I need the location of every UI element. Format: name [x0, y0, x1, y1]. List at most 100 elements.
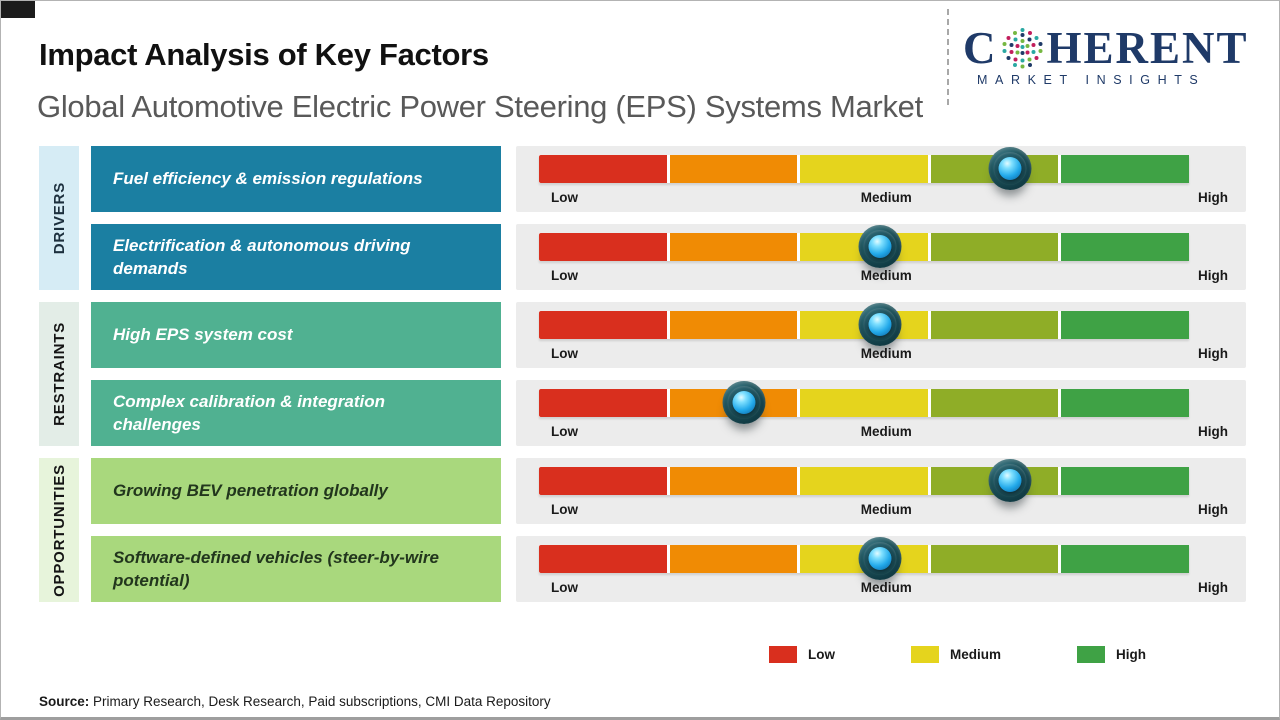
factor-label: Fuel efficiency & emission regulations — [113, 169, 423, 189]
scale-segment-green — [1061, 155, 1189, 183]
impact-marker[interactable] — [858, 225, 902, 268]
impact-scale-bar — [539, 381, 1189, 424]
dashed-divider — [947, 9, 949, 105]
impact-marker[interactable] — [722, 381, 766, 424]
impact-slider: Low Medium High — [516, 380, 1246, 446]
impact-scale-bar — [539, 537, 1189, 580]
scale-label-low: Low — [551, 580, 578, 595]
group-opportunities: OPPORTUNITIES Growing BEV penetration gl… — [39, 458, 1246, 602]
impact-scale-bar — [539, 303, 1189, 346]
group-label-drivers: DRIVERS — [50, 181, 68, 255]
scale-label-low: Low — [551, 346, 578, 361]
group-label-opportunities: OPPORTUNITIES — [50, 463, 68, 597]
scale-segment-green — [1061, 233, 1189, 261]
impact-slider: Low Medium High — [516, 302, 1246, 368]
impact-slider: Low Medium High — [516, 458, 1246, 524]
scale-label-high: High — [1198, 580, 1228, 595]
brand-logo: C HERENT MARKET INSIGHTS — [963, 25, 1263, 88]
factor-box: Complex calibration & integration challe… — [91, 380, 501, 446]
impact-slider: Low Medium High — [516, 224, 1246, 290]
scale-label-medium: Medium — [860, 268, 912, 283]
legend-swatch-low — [769, 646, 797, 663]
scale-labels: Low Medium High — [539, 580, 1228, 598]
legend: Low Medium High — [769, 646, 1146, 663]
scale-segment-green — [1061, 467, 1189, 495]
scale-segment-red — [539, 233, 667, 261]
scale-segment-orange — [669, 545, 798, 573]
scale-label-medium: Medium — [860, 424, 912, 439]
brand-letters-rest: HERENT — [1046, 23, 1249, 73]
impact-marker[interactable] — [988, 147, 1032, 190]
factor-box: Fuel efficiency & emission regulations — [91, 146, 501, 212]
scale-label-high: High — [1198, 502, 1228, 517]
factor-row: Electrification & autonomous driving dem… — [91, 224, 1246, 290]
scale-labels: Low Medium High — [539, 346, 1228, 364]
group-restraints: RESTRAINTS High EPS system cost — [39, 302, 1246, 446]
legend-swatch-high — [1077, 646, 1106, 663]
factor-box: Electrification & autonomous driving dem… — [91, 224, 501, 290]
corner-artifact — [1, 1, 35, 18]
legend-item-medium: Medium — [911, 646, 1001, 663]
impact-scale-bar — [539, 459, 1189, 502]
group-strip-opportunities: OPPORTUNITIES — [39, 458, 79, 602]
impact-marker[interactable] — [988, 459, 1032, 502]
scale-label-low: Low — [551, 502, 578, 517]
page-title: Impact Analysis of Key Factors — [39, 37, 489, 72]
factor-label: Growing BEV penetration globally — [113, 481, 388, 501]
scale-label-high: High — [1198, 268, 1228, 283]
impact-scale-bar — [539, 147, 1189, 190]
legend-label-low: Low — [808, 647, 835, 662]
source-label: Source: — [39, 694, 90, 709]
impact-marker[interactable] — [858, 303, 902, 346]
dotted-globe-icon — [1002, 28, 1042, 69]
scale-segment-yellow — [800, 389, 928, 417]
scale-label-medium: Medium — [860, 580, 912, 595]
scale-segment-red — [539, 311, 667, 339]
scale-label-medium: Medium — [860, 346, 912, 361]
scale-segment-orange — [669, 233, 798, 261]
factor-row: High EPS system cost Low — [91, 302, 1246, 368]
group-strip-restraints: RESTRAINTS — [39, 302, 79, 446]
scale-labels: Low Medium High — [539, 268, 1228, 286]
scale-segment-olive — [930, 545, 1059, 573]
scale-label-high: High — [1198, 424, 1228, 439]
scale-segment-yellow — [800, 467, 928, 495]
scale-segment-green — [1061, 545, 1189, 573]
legend-swatch-medium — [911, 646, 939, 663]
scale-segment-orange — [669, 311, 798, 339]
group-label-restraints: RESTRAINTS — [50, 322, 68, 426]
impact-slider: Low Medium High — [516, 146, 1246, 212]
factor-label: Electrification & autonomous driving dem… — [113, 235, 411, 278]
impact-scale-bar — [539, 225, 1189, 268]
scale-segment-olive — [930, 233, 1059, 261]
scale-segment-yellow — [800, 155, 928, 183]
scale-label-medium: Medium — [860, 190, 912, 205]
scale-label-high: High — [1198, 190, 1228, 205]
scale-segment-orange — [669, 467, 798, 495]
factor-label: Complex calibration & integration challe… — [113, 391, 386, 434]
scale-segment-red — [539, 155, 667, 183]
factor-row: Complex calibration & integration challe… — [91, 380, 1246, 446]
scale-labels: Low Medium High — [539, 190, 1228, 208]
brand-wordmark: C HERENT — [963, 25, 1263, 72]
scale-segment-green — [1061, 389, 1189, 417]
scale-labels: Low Medium High — [539, 424, 1228, 442]
brand-letter-c: C — [963, 23, 996, 73]
factor-row: Growing BEV penetration globally Lo — [91, 458, 1246, 524]
scale-segment-red — [539, 389, 667, 417]
factor-box: Growing BEV penetration globally — [91, 458, 501, 524]
scale-labels: Low Medium High — [539, 502, 1228, 520]
page-subtitle: Global Automotive Electric Power Steerin… — [37, 89, 923, 124]
legend-label-medium: Medium — [950, 647, 1002, 662]
scale-segment-olive — [930, 389, 1059, 417]
source-text: Primary Research, Desk Research, Paid su… — [89, 694, 551, 709]
impact-marker[interactable] — [858, 537, 902, 580]
scale-label-low: Low — [551, 268, 578, 283]
scale-label-low: Low — [551, 424, 578, 439]
factor-box: Software-defined vehicles (steer-by-wire… — [91, 536, 501, 602]
scale-label-low: Low — [551, 190, 578, 205]
legend-label-high: High — [1116, 647, 1147, 662]
legend-item-high: High — [1077, 646, 1146, 663]
scale-segment-green — [1061, 311, 1189, 339]
